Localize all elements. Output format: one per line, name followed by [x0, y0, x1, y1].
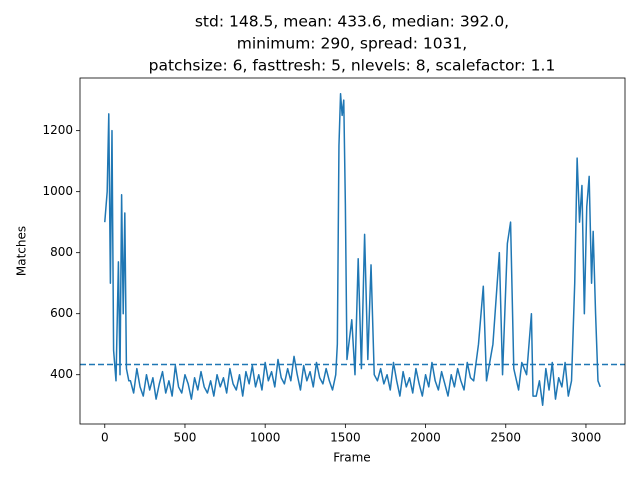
- y-tick-label: 800: [50, 245, 73, 259]
- plot-frame: [79, 77, 626, 425]
- y-tick-label: 600: [50, 306, 73, 320]
- chart-title: std: 148.5, mean: 433.6, median: 392.0,: [195, 13, 509, 31]
- x-tick-label: 0: [101, 431, 109, 445]
- y-tick-label: 1200: [42, 123, 73, 137]
- y-tick-label: 400: [50, 367, 73, 381]
- x-tick-label: 500: [174, 431, 197, 445]
- x-tick-label: 2500: [490, 431, 521, 445]
- y-tick-label: 1000: [42, 184, 73, 198]
- x-tick-label: 3000: [571, 431, 602, 445]
- data-line: [104, 92, 601, 406]
- x-tick-label: 2000: [410, 431, 441, 445]
- chart-title: patchsize: 6, fasttresh: 5, nlevels: 8, …: [149, 57, 556, 75]
- y-axis-label: Matches: [15, 226, 29, 276]
- x-tick-label: 1500: [330, 431, 361, 445]
- x-tick-label: 1000: [250, 431, 281, 445]
- x-axis-label: Frame: [333, 451, 370, 465]
- chart-title: minimum: 290, spread: 1031,: [237, 35, 468, 53]
